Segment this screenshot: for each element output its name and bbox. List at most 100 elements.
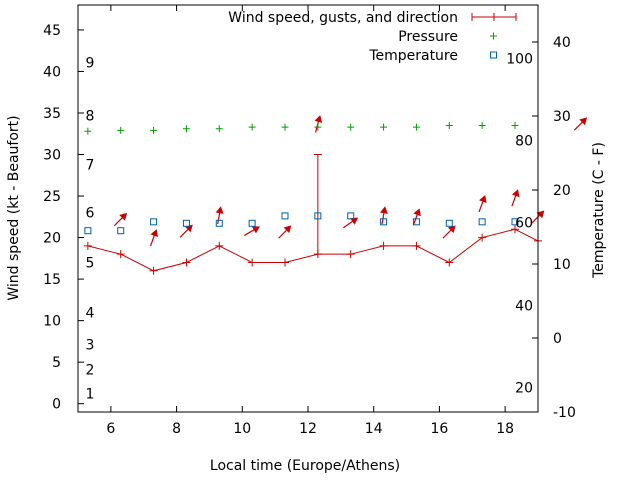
legend-wind-ticks <box>471 13 517 21</box>
wind-arrow-shaft <box>573 121 584 131</box>
pressure-point <box>281 123 289 131</box>
wind-point <box>149 266 158 275</box>
wind-arrow-head <box>479 195 487 204</box>
wind-direction-arrow <box>149 229 159 247</box>
fahrenheit-label: 20 <box>515 381 533 397</box>
wind-direction-arrow <box>113 212 128 227</box>
beaufort-label: 7 <box>86 157 95 173</box>
fahrenheit-label: 40 <box>515 298 533 314</box>
wind-direction-arrow <box>179 224 193 238</box>
wind-arrow-head <box>536 210 545 219</box>
wind-direction-arrow <box>342 217 359 229</box>
wind-point <box>478 233 487 242</box>
y-tick-label: 5 <box>52 355 61 371</box>
y2-tick-label: -10 <box>553 405 576 421</box>
temperature-point <box>150 218 158 226</box>
pressure-point <box>248 123 256 131</box>
wind-arrow-shaft <box>412 213 419 226</box>
x-axis-label: Local time (Europe/Athens) <box>210 458 400 474</box>
wind-arrow-head <box>283 225 292 234</box>
x-tick-label: 6 <box>106 421 115 437</box>
fahrenheit-label: 60 <box>515 216 533 232</box>
y-axis-label: Wind speed (kt - Beaufort) <box>6 115 22 300</box>
wind-arrow-shaft <box>478 200 484 213</box>
wind-arrow-shaft <box>113 216 124 227</box>
y2-tick-label: 20 <box>553 183 571 199</box>
pressure-point <box>347 123 355 131</box>
wind-point <box>182 258 191 267</box>
wind-arrow-head <box>379 206 388 214</box>
wind-direction-arrow <box>278 225 292 239</box>
temperature-point <box>511 218 519 226</box>
temperature-point <box>182 219 190 227</box>
temperature-point <box>215 219 223 227</box>
wind-point <box>379 241 388 250</box>
pressure-point <box>314 123 322 131</box>
legend: Wind speed, gusts, and direction Pressur… <box>228 10 517 64</box>
y2-tick-label: 0 <box>553 331 562 347</box>
x-tick-label: 10 <box>233 421 251 437</box>
wind-arrow-head <box>350 217 359 225</box>
pressure-point <box>215 125 223 133</box>
wind-direction-arrow <box>244 226 260 236</box>
legend-temperature-marker <box>490 51 497 59</box>
x-tick-label: 18 <box>496 421 514 437</box>
beaufort-label: 8 <box>86 108 95 124</box>
wind-arrow-shaft <box>531 214 541 224</box>
wind-point <box>346 250 355 259</box>
y2-tick-label: 40 <box>553 35 571 51</box>
beaufort-label: 4 <box>86 305 95 321</box>
wind-arrow-head <box>119 212 128 221</box>
pressure-point <box>511 121 519 129</box>
y-tick-label: 10 <box>43 314 61 330</box>
wind-arrow-shaft <box>179 228 189 238</box>
temperature-point <box>445 219 453 227</box>
y-tick-label: 30 <box>43 148 61 164</box>
y2-axis-label: Temperature (C - F) <box>591 142 607 279</box>
y-tick-label: 35 <box>43 106 61 122</box>
temperature-point <box>314 212 322 220</box>
pressure-point <box>150 126 158 134</box>
temperature-point <box>412 218 420 226</box>
temperature-point <box>84 227 92 235</box>
wind-direction-arrow <box>412 208 421 226</box>
fahrenheit-label: 80 <box>515 133 533 149</box>
beaufort-label: 1 <box>86 387 95 403</box>
y2-tick-label: 30 <box>553 109 571 125</box>
temperature-point <box>347 212 355 220</box>
fahrenheit-label: 100 <box>506 51 533 67</box>
wind-arrow-head <box>447 225 456 234</box>
wind-point <box>412 241 421 250</box>
wind-arrow-shaft <box>244 228 256 236</box>
y2-tick-label: 10 <box>553 257 571 273</box>
wind-direction-arrow <box>215 206 224 225</box>
legend-label-pressure: Pressure <box>398 29 458 45</box>
wind-arrow-shaft <box>511 194 517 207</box>
x-tick-label: 12 <box>299 421 317 437</box>
beaufort-label: 2 <box>86 363 95 379</box>
wind-arrow-head <box>314 115 323 123</box>
wind-arrow-shaft <box>381 212 385 225</box>
y-tick-label: 0 <box>52 397 61 413</box>
pressure-point <box>478 121 486 129</box>
pressure-point <box>445 121 453 129</box>
legend-label-wind: Wind speed, gusts, and direction <box>228 10 458 26</box>
wind-arrow-head <box>150 229 159 238</box>
wind-direction-arrow <box>478 195 487 213</box>
wind-point <box>445 258 454 267</box>
wind-arrow-head <box>579 117 588 126</box>
wind-point <box>281 258 289 267</box>
plot-frame <box>77 4 539 413</box>
wind-arrow-head <box>413 208 421 217</box>
y-tick-label: 45 <box>43 23 61 39</box>
wind-arrow-shaft <box>442 229 452 239</box>
temperature-point <box>478 218 486 226</box>
y-tick-label: 40 <box>43 64 61 80</box>
beaufort-label: 6 <box>86 206 95 222</box>
wind-arrow-head <box>511 189 520 198</box>
wind-point <box>116 250 125 259</box>
x-tick-label: 14 <box>365 421 383 437</box>
wind-point <box>215 241 224 250</box>
temperature-point <box>117 227 125 235</box>
